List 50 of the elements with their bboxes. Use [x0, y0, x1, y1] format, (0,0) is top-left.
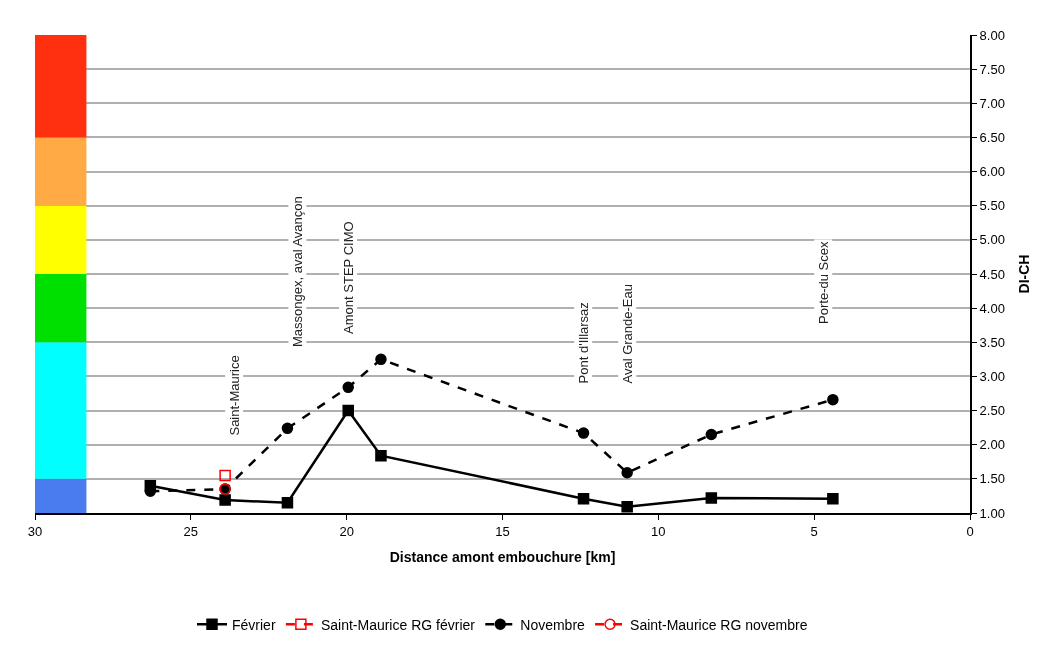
y-tick-label: 5.50	[979, 198, 1005, 214]
annotation: Amont STEP CIMO	[340, 221, 356, 334]
y-tick-label: 1.00	[979, 505, 1005, 521]
y-tick-label: 3.50	[979, 334, 1005, 350]
point	[577, 427, 590, 439]
annotation: Massongex, aval Avançon	[289, 196, 305, 348]
x-tick-label: 15	[495, 523, 510, 539]
x-tick-label: 10	[651, 523, 666, 539]
y-tick-label: 6.00	[979, 164, 1005, 180]
point	[621, 466, 633, 479]
point	[219, 469, 231, 482]
point	[342, 381, 354, 394]
x-axis-title: Distance amont embouchure [km]	[389, 549, 616, 566]
x-tick-label: 30	[27, 523, 43, 539]
point	[827, 393, 839, 406]
y-tick-label: 2.00	[979, 437, 1005, 453]
point	[342, 404, 354, 417]
point	[219, 494, 231, 506]
y-tick-label: 6.50	[979, 129, 1005, 145]
y-tick-label: 8.00	[979, 27, 1005, 43]
y-axis-title: DI-CH	[1015, 254, 1032, 294]
annotation: Aval Grande-Eau	[619, 284, 635, 384]
annotation: Porte-du Scex	[815, 241, 831, 324]
y-tick-label: 7.00	[979, 95, 1005, 111]
legend-label: Février	[232, 616, 276, 633]
point	[375, 449, 387, 462]
legend-label: Novembre	[520, 616, 586, 633]
point	[281, 497, 294, 509]
legend-label: Saint-Maurice RG novembre	[630, 616, 808, 633]
point	[577, 492, 590, 505]
point	[281, 422, 294, 435]
point	[621, 501, 633, 513]
x-tick-label: 5	[810, 523, 818, 539]
point	[827, 492, 839, 505]
y-tick-label: 3.00	[979, 368, 1005, 384]
annotation: Pont d'Illarsaz	[575, 302, 591, 384]
y-tick-label: 1.50	[979, 471, 1005, 487]
x-tick-label: 25	[183, 523, 199, 539]
point	[705, 492, 718, 504]
annotation: Saint-Maurice	[226, 355, 242, 436]
point	[375, 353, 387, 366]
legend-label: Saint-Maurice RG février	[320, 616, 476, 633]
y-tick-label: 4.00	[979, 300, 1005, 316]
x-tick-label: 20	[339, 523, 354, 539]
y-tick-label: 2.50	[979, 403, 1005, 419]
point	[705, 428, 718, 441]
y-tick-label: 7.50	[979, 61, 1005, 77]
y-tick-label: 4.50	[979, 266, 1005, 282]
x-tick-label: 0	[966, 523, 974, 539]
y-tick-label: 5.00	[979, 232, 1005, 248]
